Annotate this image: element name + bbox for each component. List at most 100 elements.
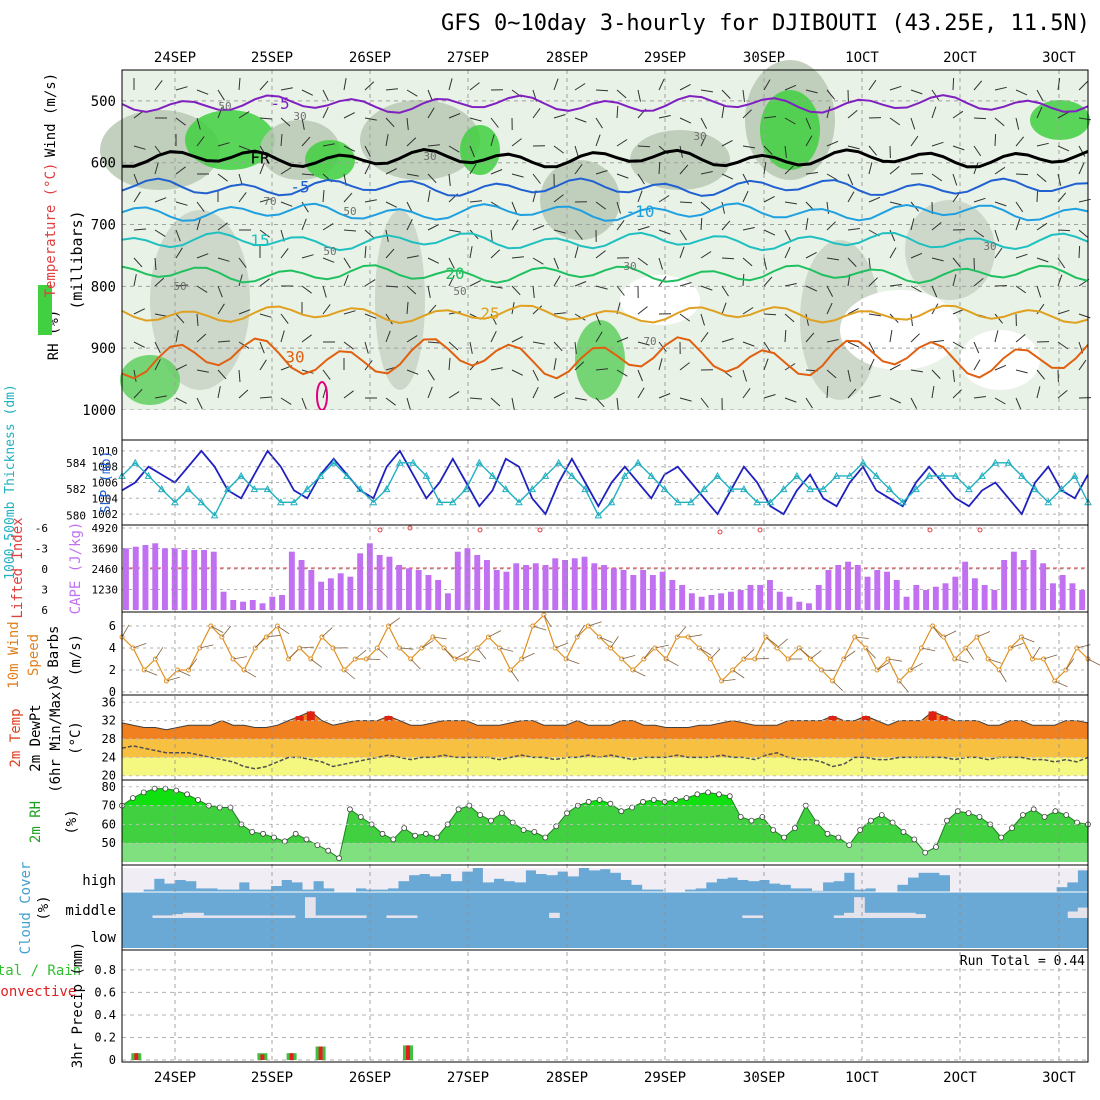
wind-barb-21 [354, 649, 367, 660]
cloud-high-gap-39 [536, 868, 548, 874]
barb-15-3 [448, 173, 451, 186]
ylabel-slp: SLP (mb) [99, 451, 114, 514]
wind-barb-31 [466, 658, 480, 663]
cloud-high-gap-52 [674, 868, 686, 892]
cape-bar-66 [767, 580, 773, 610]
barb-21-8 [574, 313, 586, 321]
wind-barb-50 [676, 626, 687, 638]
barb-32-8 [805, 313, 809, 326]
barb-17-3 [490, 169, 503, 175]
rh-point-16 [292, 830, 299, 837]
barb-19-6 [532, 257, 544, 265]
barb-23-10 [616, 369, 628, 377]
cloud-high-gap-84 [1013, 868, 1025, 892]
barb-38-3 [931, 173, 943, 182]
barb-35-3 [868, 162, 873, 175]
barb-29-8 [742, 307, 754, 315]
barb-30-7 [763, 276, 773, 287]
wind-tick-0: 0 [109, 685, 116, 699]
wind-barb-74 [943, 630, 957, 638]
rh-point-6 [184, 791, 191, 798]
contour-label-6: 70 [643, 335, 656, 348]
barb-33-2 [826, 140, 839, 147]
wind-barb-63 [821, 669, 836, 672]
rh-point-22 [357, 814, 364, 820]
rh-point-25 [390, 836, 397, 843]
thickness-point-24 [435, 498, 444, 506]
barb-0-8 [133, 308, 146, 315]
cape-bar-62 [728, 591, 734, 610]
barb-37-8 [910, 313, 913, 326]
cloud-mid-gap-11 [233, 915, 245, 918]
barb-19-11 [532, 386, 539, 399]
barb-12-1 [385, 117, 395, 128]
barb-24-2 [637, 145, 651, 148]
cloud-high-gap-2 [143, 868, 155, 890]
barb-10-1 [343, 112, 355, 119]
cape-bar-21 [327, 578, 334, 610]
barb-44-11 [1057, 390, 1068, 399]
wind-barb-59 [776, 638, 788, 649]
barb-8-6 [301, 254, 314, 259]
thickness-point-44 [700, 485, 709, 493]
barb-19-7 [532, 285, 535, 298]
ylabel-precip: 3hr Precip (mm) [70, 942, 86, 1068]
barb-42-4 [1015, 201, 1024, 213]
barb-14-2 [427, 144, 440, 147]
cloud-high-gap-61 [769, 868, 781, 884]
cloud-high-gap-29 [429, 868, 441, 877]
barb-0-3 [133, 173, 139, 186]
barb-36-1 [889, 117, 901, 126]
ylabel-rh2m-unit: (%) [64, 809, 80, 834]
cloud-high-gap-15 [281, 868, 293, 880]
barb-14-5 [427, 224, 439, 231]
barb-41-9 [994, 330, 999, 343]
cape-tick-3690: 3690 [92, 543, 119, 556]
barb-31-11 [784, 397, 797, 403]
cloud-high-gap-46 [610, 868, 622, 873]
barb-23-2 [616, 139, 628, 147]
wind-barb-22 [366, 658, 381, 660]
rh-point-51 [672, 797, 679, 803]
wind-barb-35 [510, 669, 520, 682]
y-tick-600: 600 [91, 156, 116, 172]
cape-bar-18 [298, 560, 305, 610]
rh-blob-6 [630, 130, 730, 190]
cape-bar-30 [415, 570, 422, 610]
barb-44-4 [1057, 192, 1067, 203]
barb-45-5 [1078, 229, 1089, 239]
wind-barb-11 [243, 669, 257, 678]
cape-bar-35 [464, 548, 471, 610]
wind-barb-51 [688, 634, 703, 638]
cape-bar-2 [142, 545, 149, 610]
wind-barb-68 [876, 662, 890, 671]
barb-5-2 [238, 145, 251, 151]
ylabel-precip-total: Total / Rain [0, 963, 81, 979]
wind-barb-14 [277, 625, 290, 635]
barb-7-2 [280, 133, 283, 147]
rh-point-61 [781, 834, 787, 841]
rh-point-7 [195, 797, 201, 803]
barb-41-5 [994, 229, 1000, 242]
barb-23-7 [616, 285, 625, 296]
barb-16-2 [469, 145, 475, 158]
rh2m-tick-60: 60 [102, 817, 116, 831]
cape-bar-74 [845, 561, 851, 610]
barb-26-4 [679, 201, 693, 204]
cape-bar-24 [357, 553, 364, 610]
rh-point-65 [824, 830, 831, 837]
barb-40-0 [973, 80, 983, 91]
rh2m-tick-50: 50 [102, 836, 116, 850]
cloud-mid-gap-12 [244, 915, 255, 918]
barb-33-11 [826, 385, 829, 399]
barb-11-4 [364, 199, 377, 203]
barb-33-8 [826, 302, 833, 315]
slp-line [121, 449, 1089, 516]
rh-point-2 [140, 789, 147, 796]
cloud-high-gap-10 [228, 868, 240, 890]
wind-barb-7 [199, 644, 214, 649]
ylabel-rh2m: 2m RH [28, 801, 44, 843]
thickness-point-36 [594, 511, 603, 519]
thickness-point-46 [726, 485, 735, 493]
